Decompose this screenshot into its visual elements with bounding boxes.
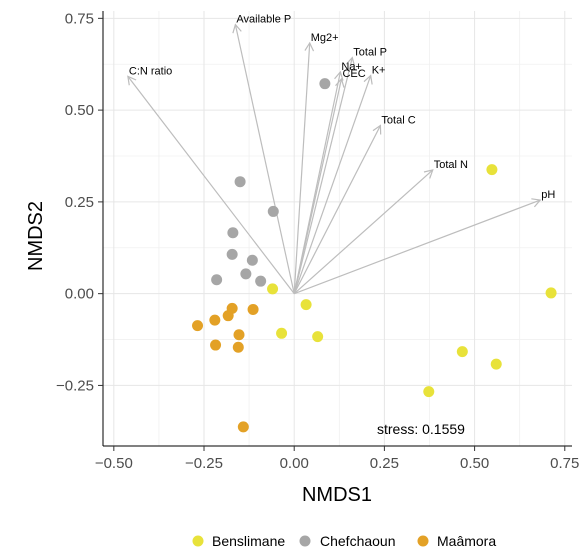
- sample-point: [209, 314, 221, 326]
- x-tick-label: 0.00: [280, 455, 309, 472]
- sample-point: [233, 329, 245, 341]
- sample-point: [267, 283, 279, 295]
- vector-arrow-line: [293, 42, 311, 294]
- vector-label: Mg2+: [311, 32, 339, 44]
- sample-point: [237, 421, 249, 433]
- vector-arrow-line: [127, 75, 295, 295]
- legend-key-benslimane: [192, 535, 204, 547]
- x-axis-title: NMDS1: [302, 484, 372, 506]
- sample-point: [240, 268, 252, 280]
- y-tick-label: 0.25: [65, 194, 94, 211]
- environmental-vectors: Available P Mg2+ Total P Na+CEC K+ C:N ratio T…: [127, 14, 555, 295]
- axes: [102, 11, 572, 447]
- vector-arrow-head: [232, 23, 242, 34]
- x-tick-label: 0.75: [550, 455, 579, 472]
- vector-arrow-head: [127, 75, 137, 86]
- y-tick-label: 0.50: [65, 102, 94, 119]
- vector-arrow-head: [423, 169, 434, 179]
- vector-label: Total N: [434, 159, 468, 171]
- vector-arrow-line: [293, 75, 372, 294]
- x-tick-label: 0.50: [460, 455, 489, 472]
- vector-arrow-line: [293, 169, 434, 295]
- sample-point: [267, 205, 279, 217]
- y-axis-title: NMDS2: [25, 201, 47, 271]
- y-tick-label: 0.75: [65, 10, 94, 27]
- vector-arrow-head: [335, 77, 345, 88]
- legend-key-maamora: [417, 535, 429, 547]
- sample-points: [192, 78, 557, 433]
- vector-label: Na+: [341, 61, 362, 73]
- sample-point: [423, 386, 435, 398]
- sample-point: [232, 341, 244, 353]
- vector-arrow-head: [334, 70, 344, 81]
- legend: Benslimane Chefchaoun Maâmora: [192, 533, 496, 549]
- sample-point: [234, 176, 246, 188]
- sample-point: [247, 303, 259, 315]
- vector-arrow-line: [293, 78, 343, 294]
- sample-point: [486, 164, 498, 176]
- sample-point: [545, 287, 557, 299]
- legend-key-chefchaoun: [299, 535, 311, 547]
- sample-point: [276, 327, 288, 339]
- vector-arrow-line: [293, 199, 541, 295]
- sample-point: [300, 299, 312, 311]
- vector-arrow-line: [293, 57, 353, 294]
- vector-label: Total P: [353, 47, 387, 59]
- sample-point: [210, 339, 222, 351]
- sample-point: [192, 320, 204, 332]
- vector-label: Total C: [381, 115, 415, 127]
- sample-point: [319, 78, 331, 90]
- legend-label-maamora: Maâmora: [437, 533, 496, 549]
- vector-arrow-head: [372, 124, 382, 135]
- vector-arrow-head: [345, 56, 356, 67]
- sample-point: [312, 331, 324, 343]
- legend-label-benslimane: Benslimane: [212, 533, 285, 549]
- vector-label: Available P: [236, 14, 291, 26]
- sample-point: [227, 227, 239, 239]
- x-axis-ticks: −0.50 −0.25 0.00 0.25 0.50 0.75: [95, 446, 579, 472]
- vector-arrow-line: [234, 24, 295, 294]
- vector-arrow-line: [293, 125, 381, 294]
- y-tick-label: −0.25: [56, 377, 94, 394]
- sample-point: [226, 302, 238, 314]
- vector-label: K+: [372, 65, 386, 77]
- minor-gridlines: [103, 11, 572, 446]
- vector-label: C:N ratio: [129, 65, 172, 77]
- major-gridlines: [103, 11, 572, 446]
- vector-arrow-head: [363, 74, 373, 85]
- stress-annotation: stress: 0.1559: [377, 421, 465, 437]
- sample-point: [490, 358, 502, 370]
- vector-arrow-head: [531, 198, 542, 208]
- x-tick-label: −0.25: [185, 455, 223, 472]
- legend-label-chefchaoun: Chefchaoun: [320, 533, 396, 549]
- x-tick-label: 0.25: [370, 455, 399, 472]
- sample-point: [226, 248, 238, 260]
- y-axis-ticks: −0.25 0.00 0.25 0.50 0.75: [56, 10, 103, 394]
- y-tick-label: 0.00: [65, 286, 94, 303]
- sample-point: [211, 274, 223, 286]
- sample-point: [246, 254, 258, 266]
- vector-arrow-head: [304, 41, 315, 52]
- x-tick-label: −0.50: [95, 455, 133, 472]
- sample-point: [255, 275, 267, 287]
- vector-label: pH: [541, 189, 555, 201]
- vector-label: CEC: [342, 68, 365, 80]
- sample-point: [456, 346, 468, 358]
